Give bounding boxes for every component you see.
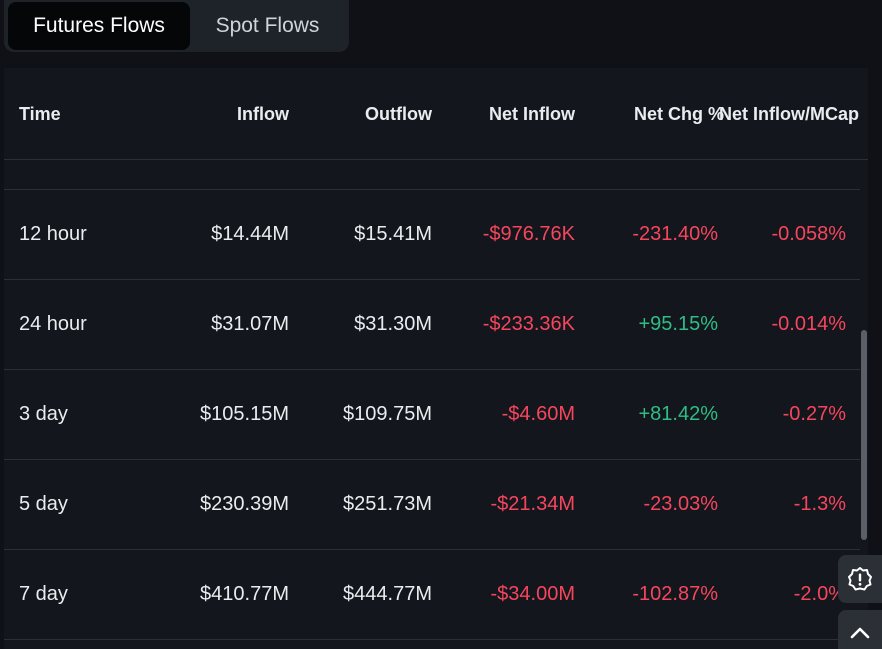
col-time: Time [19,104,61,124]
cell-inflow: $105.15M [200,403,289,425]
cell-outflow: $31.30M [354,313,432,335]
cell-net-inflow-mcap: -1.3% [793,493,846,515]
col-outflow: Outflow [365,104,432,124]
table-row: 24 hour $31.07M $31.30M -$233.36K +95.15% -0.… [4,280,860,370]
cell-outflow: $109.75M [343,403,432,425]
cell-time: 3 day [19,403,68,425]
col-net-inflow-mcap: Net Inflow/MCap [719,104,859,124]
cell-net-inflow-mcap: -2.0% [793,583,846,605]
tab-spot-flows[interactable]: Spot Flows [215,14,320,37]
col-net-chg: Net Chg % [634,104,724,124]
scrollbar-thumb[interactable] [861,330,867,540]
flows-table: Time Inflow Outflow Net Inflow Net Chg %… [4,68,868,649]
cell-net-chg: +95.15% [638,313,718,335]
table-spacer [4,160,860,190]
cell-net-inflow-mcap: -0.27% [782,403,846,425]
cell-time: 5 day [19,493,68,515]
cell-net-inflow: -$4.60M [501,403,575,425]
col-net-inflow: Net Inflow [489,104,575,124]
cell-inflow: $14.44M [211,223,289,245]
cell-outflow: $444.77M [343,583,432,605]
cell-net-chg: -23.03% [643,493,719,515]
cell-net-chg: +81.42% [638,403,718,425]
scroll-to-top-button[interactable] [838,610,882,649]
cell-outflow: $251.73M [343,493,432,515]
cell-net-inflow-mcap: -0.058% [771,223,847,245]
cell-inflow: $230.39M [200,493,289,515]
cell-inflow: $31.07M [211,313,289,335]
cell-net-inflow: -$21.34M [490,493,576,515]
alert-gear-icon [848,567,872,591]
cell-inflow: $410.77M [200,583,289,605]
table-row: 5 day $230.39M $251.73M -$21.34M -23.03% -1.3… [4,460,860,550]
cell-net-inflow-mcap: -0.014% [771,313,847,335]
tab-futures-flows[interactable]: Futures Flows [8,2,190,50]
table-header: Time Inflow Outflow Net Inflow Net Chg %… [4,68,868,160]
cell-net-chg: -102.87% [632,583,718,605]
cell-net-inflow: -$34.00M [490,583,576,605]
flow-tabs: Futures Flows Spot Flows [4,0,349,52]
chevron-up-icon [850,627,870,638]
cell-net-inflow: -$233.36K [482,313,575,335]
cell-time: 24 hour [19,313,87,335]
table-row: 12 hour $14.44M $15.41M -$976.76K -231.40% -0… [4,190,860,280]
col-inflow: Inflow [237,104,289,124]
cell-time: 7 day [19,583,68,605]
table-row: 3 day $105.15M $109.75M -$4.60M +81.42% -0.27… [4,370,860,460]
cell-outflow: $15.41M [354,223,432,245]
cell-net-inflow: -$976.76K [482,223,575,245]
table-row: 7 day $410.77M $444.77M -$34.00M -102.87% -2.… [4,550,860,640]
feedback-button[interactable] [838,555,882,603]
cell-net-chg: -231.40% [632,223,718,245]
cell-time: 12 hour [19,223,87,245]
